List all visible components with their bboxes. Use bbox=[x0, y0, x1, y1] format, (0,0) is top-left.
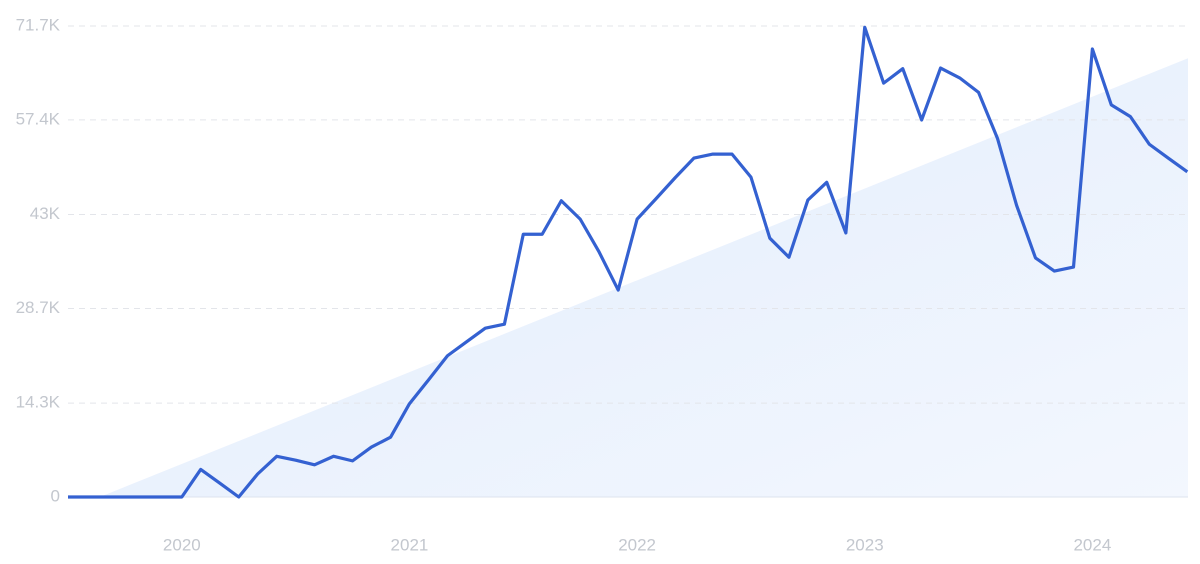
x-tick-label: 2020 bbox=[163, 535, 201, 554]
x-tick-label: 2023 bbox=[846, 535, 884, 554]
y-tick-label: 57.4K bbox=[16, 109, 61, 128]
y-tick-label: 71.7K bbox=[16, 15, 61, 34]
series-line bbox=[68, 25, 1189, 499]
x-tick-label: 2021 bbox=[391, 535, 429, 554]
y-tick-label: 28.7K bbox=[16, 298, 61, 317]
y-tick-label: 43K bbox=[30, 204, 61, 223]
trend-area bbox=[99, 58, 1189, 497]
y-tick-label: 0 bbox=[51, 486, 60, 505]
y-tick-label: 14.3K bbox=[16, 393, 61, 412]
x-tick-label: 2022 bbox=[618, 535, 656, 554]
x-tick-label: 2024 bbox=[1073, 535, 1111, 554]
